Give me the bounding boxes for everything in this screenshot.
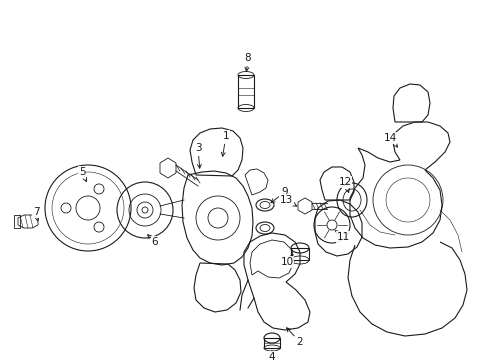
Text: 6: 6 (147, 235, 158, 247)
Text: 5: 5 (79, 167, 86, 181)
Text: 7: 7 (33, 207, 39, 221)
Text: 3: 3 (194, 143, 201, 168)
Text: 14: 14 (383, 133, 397, 147)
Text: 10: 10 (280, 254, 293, 267)
Text: 11: 11 (335, 231, 349, 242)
Text: 8: 8 (244, 53, 251, 71)
Text: 13: 13 (279, 195, 296, 206)
Text: 1: 1 (221, 131, 229, 156)
Text: 4: 4 (268, 351, 275, 360)
Text: 2: 2 (286, 328, 303, 347)
Text: 12: 12 (338, 177, 351, 193)
Text: 9: 9 (270, 187, 288, 203)
